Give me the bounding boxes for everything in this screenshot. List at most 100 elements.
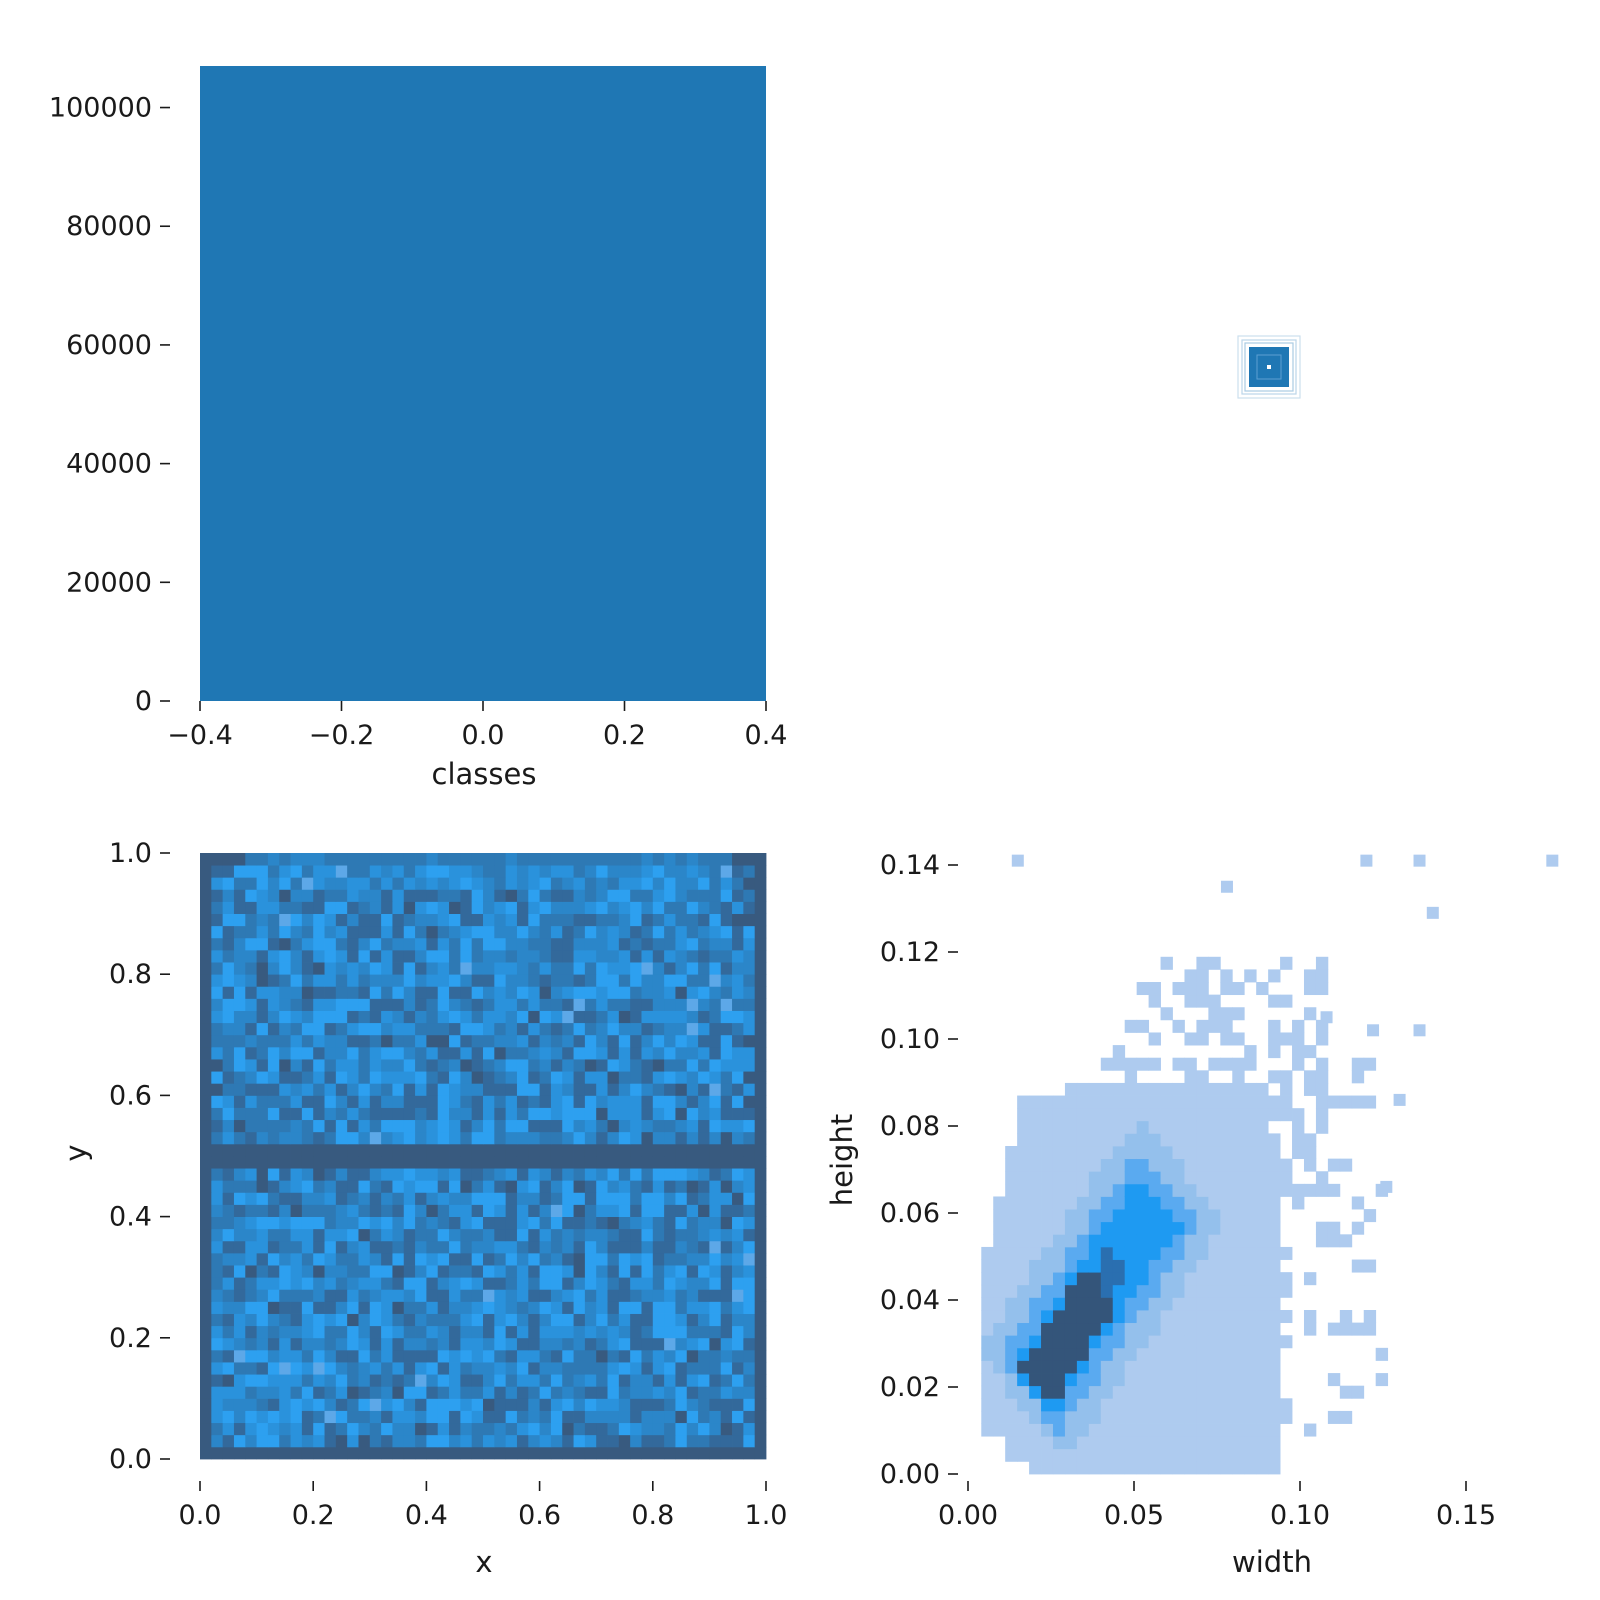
- xy-density-cell: [324, 1107, 337, 1121]
- xy-density-cell: [415, 1228, 427, 1242]
- width-height-density-cell: [1256, 1373, 1269, 1387]
- xy-density-cell: [256, 1289, 269, 1302]
- xy-density-cell: [279, 1107, 291, 1121]
- xy-density-cell: [754, 1240, 767, 1254]
- xy-density-cell: [415, 949, 427, 963]
- xy-density-cell: [584, 1240, 597, 1254]
- xy-density-cell: [358, 1277, 371, 1290]
- xy-density-cell: [392, 962, 405, 975]
- width-height-density-cell: [1136, 1272, 1150, 1286]
- xy-density-cell: [652, 1216, 665, 1230]
- xy-density-cell: [483, 1022, 495, 1036]
- xy-density-cell: [732, 1046, 744, 1060]
- width-height-density-cell: [1052, 1436, 1066, 1450]
- xy-density-cell: [437, 1046, 450, 1060]
- xy-density-cell: [528, 1107, 540, 1121]
- xy-density-cell: [403, 1446, 416, 1460]
- xy-density-cell: [664, 901, 676, 914]
- xy-density-cell: [754, 853, 767, 866]
- xy-density-cell: [245, 974, 257, 987]
- xy-density-cell: [335, 1022, 348, 1036]
- xy-density-cell: [426, 949, 439, 963]
- xy-density-cell: [460, 1059, 473, 1072]
- xy-density-cell: [313, 1301, 325, 1314]
- width-height-density-cell: [1052, 1461, 1066, 1475]
- width-height-density-cell: [1136, 1120, 1150, 1134]
- xy-density-cell: [528, 986, 540, 999]
- xy-density-cell: [369, 1349, 382, 1363]
- width-height-density-cell: [1184, 1183, 1197, 1197]
- xy-density-cell: [358, 1107, 371, 1121]
- xy-density-cell: [596, 1228, 608, 1242]
- xy-density-cell: [449, 1083, 461, 1096]
- width-height-density-cell: [1112, 1259, 1126, 1273]
- xy-density-cell: [233, 1131, 246, 1145]
- xy-density-cell: [494, 1143, 507, 1157]
- width-height-density-cell: [1005, 1423, 1018, 1437]
- width-height-density-cell: [1017, 1209, 1030, 1223]
- xy-density-cell: [743, 1071, 756, 1084]
- xy-density-cell: [550, 1131, 563, 1145]
- xy-density-cell: [245, 1095, 257, 1108]
- xy-density-cell: [301, 925, 314, 939]
- xy-density-cell: [562, 1071, 574, 1084]
- xy-density-cell: [200, 913, 212, 927]
- xy-density-cell: [652, 937, 665, 951]
- width-height-density-cell: [1280, 1284, 1293, 1298]
- xy-density-cell: [279, 1434, 291, 1448]
- xy-density-cell: [211, 1204, 224, 1217]
- xy-density-cell: [347, 925, 359, 939]
- width-height-density-cell: [1303, 1322, 1317, 1336]
- xy-density-cell: [233, 877, 246, 890]
- xy-density-cell: [279, 937, 291, 951]
- xy-density-cell: [743, 1410, 756, 1424]
- xy-density-cell: [641, 1192, 654, 1205]
- width-height-density-cell: [1076, 1108, 1090, 1122]
- xy-density-cell: [720, 1059, 733, 1072]
- width-height-density-cell: [1232, 982, 1245, 996]
- xy-density-cell: [369, 877, 382, 890]
- xy-density-cell: [369, 949, 382, 963]
- xy-density-cell: [358, 1289, 371, 1302]
- xy-density-cell: [664, 1095, 676, 1108]
- width-height-density-cell: [1064, 1448, 1078, 1462]
- xy-density-cell: [301, 1325, 314, 1339]
- width-height-density-cell: [1100, 1423, 1114, 1437]
- width-height-density-cell: [1041, 1171, 1054, 1185]
- xy-density-cell: [211, 1410, 224, 1424]
- xy-density-cell: [267, 962, 280, 975]
- xy-density-cell: [233, 925, 246, 939]
- xy-density-cell: [392, 937, 405, 951]
- width-height-density-cell: [1303, 1158, 1317, 1172]
- width-height-density-cell: [1232, 1095, 1245, 1109]
- width-height-density-cell: [1041, 1246, 1054, 1260]
- xy-density-cell: [313, 1240, 325, 1254]
- width-height-density-cell: [1268, 1133, 1281, 1147]
- xy-density-cell: [743, 1107, 756, 1121]
- xy-density-cell: [505, 1386, 518, 1399]
- marker-outline-ring: [1244, 342, 1294, 392]
- xy-density-cell: [664, 1349, 676, 1363]
- xy-density-cell: [347, 1095, 359, 1108]
- xy-density-cell: [267, 1180, 280, 1193]
- width-height-density-cell: [1315, 1108, 1329, 1122]
- width-height-density-cell: [1100, 1335, 1114, 1349]
- xy-density-cell: [732, 1083, 744, 1096]
- xy-density-cell: [709, 1143, 722, 1157]
- width-height-density-cell: [1208, 1171, 1221, 1185]
- width-height-density-cell: [1244, 1234, 1257, 1248]
- width-height-density-cell: [1280, 1108, 1293, 1122]
- xy-density-cell: [732, 1325, 744, 1339]
- xy-density-cell: [245, 1252, 257, 1266]
- xy-density-cell: [392, 1071, 405, 1084]
- xy-density-cell: [211, 1083, 224, 1096]
- xy-density-cell: [415, 1192, 427, 1205]
- width-height-density-cell: [1327, 1234, 1341, 1248]
- xy-density-cell: [290, 986, 303, 999]
- xy-density-cell: [607, 1398, 620, 1411]
- width-height-density-cell: [1112, 1373, 1126, 1387]
- xy-density-cell: [596, 1071, 608, 1084]
- width-height-density-cell: [1232, 1284, 1245, 1298]
- xy-density-cell: [313, 901, 325, 914]
- xy-density-cell: [403, 1107, 416, 1121]
